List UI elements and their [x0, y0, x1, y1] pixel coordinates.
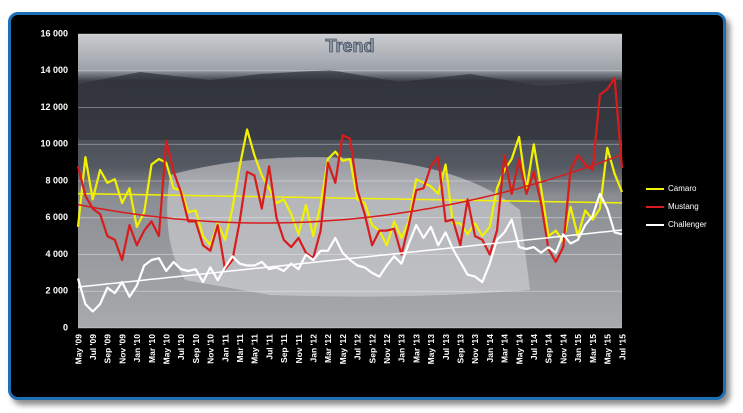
x-tick-label: May '09: [73, 334, 83, 365]
x-tick-label: Sep '13: [456, 334, 466, 364]
x-tick-label: Jul '13: [441, 334, 451, 360]
x-tick-label: May '11: [250, 334, 260, 364]
x-tick-label: Mar '10: [147, 334, 157, 363]
x-tick-label: Jan '13: [397, 334, 407, 363]
series-line: [76, 192, 623, 313]
x-tick-label: May '15: [603, 334, 613, 365]
x-tick-label: Nov '09: [117, 334, 127, 364]
y-tick-label: 12 000: [40, 102, 68, 112]
x-tick-label: Jul '15: [617, 334, 627, 360]
x-tick-label: Nov '12: [382, 334, 392, 364]
x-tick-label: Jul '09: [88, 334, 98, 360]
x-tick-label: Mar '11: [235, 334, 245, 363]
x-tick-label: Mar '12: [323, 334, 333, 363]
x-tick-label: Sep '11: [279, 334, 289, 363]
x-tick-label: Jul '14: [529, 334, 539, 360]
x-tick-label: Sep '09: [103, 334, 113, 364]
x-tick-label: Mar '13: [411, 334, 421, 363]
x-tick-label: Jan '10: [132, 334, 142, 363]
x-tick-label: Jan '15: [573, 334, 583, 363]
x-tick-label: Jan '11: [220, 334, 230, 362]
mountains: [78, 70, 622, 140]
y-tick-label: 8 000: [45, 175, 68, 185]
x-tick-label: Sep '12: [367, 334, 377, 364]
x-tick-label: Jan '14: [485, 334, 495, 363]
x-tick-label: Mar '14: [500, 334, 510, 363]
x-tick-label: Jul '12: [353, 334, 363, 360]
y-tick-label: 16 000: [40, 28, 68, 38]
x-tick-label: May '12: [338, 334, 348, 365]
x-tick-label: Sep '10: [191, 334, 201, 364]
x-tick-label: Nov '14: [558, 334, 568, 364]
series-line: [76, 128, 624, 247]
x-tick-label: Nov '13: [470, 334, 480, 364]
y-tick-label: 14 000: [40, 65, 68, 75]
series-line: [76, 77, 624, 271]
chart-title: Trend: [325, 36, 374, 56]
y-tick-label: 10 000: [40, 139, 68, 149]
x-tick-label: Sep '14: [544, 334, 554, 364]
x-tick-label: Jan '12: [308, 334, 318, 363]
x-tick-label: May '10: [161, 334, 171, 365]
x-tick-label: Nov '10: [206, 334, 216, 364]
y-tick-label: 0: [63, 322, 68, 332]
x-tick-label: May '14: [514, 334, 524, 365]
legend-label: Challenger: [668, 220, 707, 229]
y-tick-label: 6 000: [45, 212, 68, 222]
y-tick-label: 4 000: [45, 249, 68, 259]
x-tick-label: May '13: [426, 334, 436, 365]
legend-label: Camaro: [668, 184, 697, 193]
x-tick-label: Jul '10: [176, 334, 186, 360]
legend-label: Mustang: [668, 202, 699, 211]
y-tick-label: 2 000: [45, 286, 68, 296]
trend-line: [77, 192, 623, 204]
x-tick-label: Nov '11: [294, 334, 304, 364]
trend-line: [77, 153, 623, 224]
x-tick-label: Mar '15: [588, 334, 598, 363]
x-tick-label: Jul '11: [264, 334, 274, 360]
